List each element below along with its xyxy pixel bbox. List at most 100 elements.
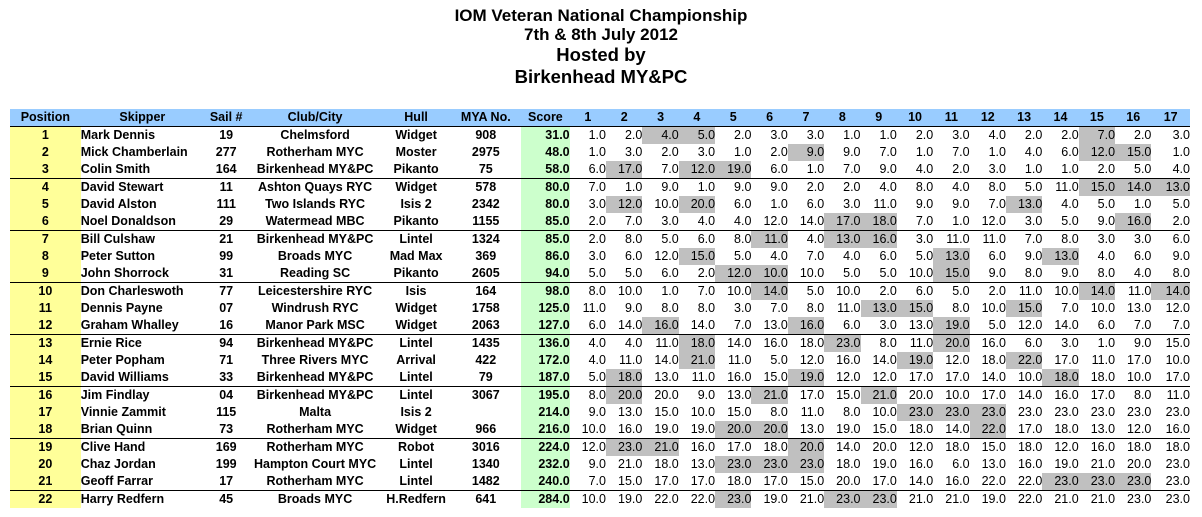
race-score-cell: 5.0: [588, 266, 606, 280]
column-header: 4: [678, 109, 716, 127]
race-score-cell: 12.0: [763, 214, 788, 228]
club-cell: Birkenhead MY&PC: [248, 386, 382, 404]
race-score-cell: 5.0: [879, 266, 897, 280]
discarded-race-score-cell: 23.0: [787, 456, 825, 473]
club-cell: Broads MYC: [248, 490, 382, 508]
race-score-cell: 11.0: [800, 405, 825, 419]
discarded-race-score-cell: 10.0: [751, 265, 788, 283]
race-score-cell: 9.0: [1024, 249, 1043, 263]
race-score-cell: 18.0: [1115, 438, 1152, 456]
discarded-race-score-cell: 16.0: [787, 317, 825, 335]
race-score-cell: 7.0: [1005, 230, 1043, 248]
race-score-cell: 11.0: [1115, 282, 1152, 300]
race-score-cell: 19.0: [690, 422, 716, 436]
race-score-cell: 13.0: [981, 457, 1006, 471]
hull-cell: Widget: [395, 318, 437, 332]
table-row: 15 David Williams 33 Birkenhead MY&PC Lintel…: [10, 369, 1190, 387]
header-row: Position Skipper Sail # Club/City Hull MYA No…: [10, 109, 1190, 127]
race-score-cell: 12.0: [569, 438, 606, 456]
race-score-cell: 13.0: [799, 422, 825, 436]
race-score-cell: 2.0: [606, 126, 643, 144]
mya-number-cell: 2975: [471, 145, 500, 159]
position-cell: 16: [10, 386, 81, 404]
hull-cell: H.Redfern: [381, 490, 451, 508]
race-score-cell: 7.0: [879, 145, 897, 159]
score-cell: 172.0: [521, 352, 570, 369]
sail-number-cell: 115: [216, 405, 237, 419]
race-score-cell: 5.0: [787, 282, 825, 300]
race-score-cell: 5.0: [988, 318, 1006, 332]
hull-cell: Mad Max: [389, 249, 443, 263]
race-score-cell: 2.0: [1097, 162, 1116, 176]
column-header: MYA No.: [450, 109, 522, 127]
race-score-cell: 10.0: [908, 266, 934, 280]
race-score-cell: 7.0: [678, 282, 716, 300]
sail-number-cell: 17: [219, 474, 234, 488]
discarded-race-score-cell: 20.0: [606, 386, 643, 404]
discarded-race-score-cell: 16.0: [1115, 213, 1152, 231]
discarded-race-score-cell: 21.0: [642, 438, 679, 456]
position-cell: 9: [10, 265, 81, 283]
race-score-cell: 16.0: [678, 438, 716, 456]
race-score-cell: 2.0: [1115, 126, 1152, 144]
mya-number-cell: 75: [478, 162, 493, 176]
race-score-cell: 10.0: [581, 422, 606, 436]
race-score-cell: 13.0: [715, 386, 752, 404]
club-cell: Birkenhead MY&PC: [248, 230, 382, 248]
hull-cell: Lintel: [381, 230, 451, 248]
discarded-race-score-cell: 4.0: [642, 126, 679, 144]
race-score-cell: 11.0: [618, 353, 643, 367]
race-score-cell: 23.0: [1127, 405, 1152, 419]
race-score-cell: 10.0: [1017, 370, 1043, 384]
race-score-cell: 11.0: [642, 334, 679, 352]
discarded-race-score-cell: 23.0: [715, 456, 752, 473]
race-score-cell: 2.0: [1172, 214, 1190, 228]
mya-number-cell: 2063: [471, 318, 500, 332]
race-score-cell: 5.0: [843, 266, 861, 280]
race-score-cell: 11.0: [837, 301, 861, 315]
discarded-race-score-cell: 14.0: [1151, 282, 1190, 300]
position-cell: 15: [10, 369, 81, 387]
race-score-cell: 19.0: [751, 490, 788, 508]
mya-number-cell: 79: [478, 370, 493, 384]
discarded-race-score-cell: 14.0: [751, 282, 788, 300]
race-score-cell: 1.0: [770, 197, 788, 211]
table-row: 17 Vinnie Zammit 115 Malta Isis 2 214.0 9.0 13.…: [10, 404, 1190, 421]
table-row: 16 Jim Findlay 04 Birkenhead MY&PC Lintel 306…: [10, 386, 1190, 404]
sail-number-cell: 71: [219, 353, 234, 367]
table-row: 5 David Alston 111 Two Islands RYC Isis 2 234…: [10, 196, 1190, 213]
sail-number-cell: 164: [215, 162, 237, 176]
race-score-cell: 16.0: [618, 422, 643, 436]
discarded-race-score-cell: 19.0: [715, 161, 752, 179]
column-header: Hull: [381, 109, 451, 127]
club-cell: Manor Park MSC: [265, 318, 365, 332]
mya-number-cell: 641: [450, 490, 522, 508]
discarded-race-score-cell: 18.0: [678, 334, 716, 352]
position-cell: 10: [10, 282, 81, 300]
discarded-race-score-cell: 13.0: [1151, 178, 1190, 196]
race-score-cell: 7.0: [806, 249, 825, 263]
score-cell: 195.0: [521, 386, 570, 404]
race-score-cell: 10.0: [715, 282, 752, 300]
club-cell: Rotherham MYC: [248, 438, 382, 456]
club-cell: Leicestershire RYC: [248, 282, 382, 300]
race-score-cell: 1.0: [642, 282, 679, 300]
race-score-cell: 12.0: [872, 370, 897, 384]
table-row: 22 Harry Redfern 45 Broads MYC H.Redfern 641 2…: [10, 490, 1190, 508]
race-score-cell: 7.0: [661, 162, 679, 176]
race-score-cell: 16.0: [1078, 438, 1116, 456]
hull-cell: Lintel: [381, 334, 451, 352]
race-score-cell: 10.0: [1090, 301, 1116, 315]
score-cell: 187.0: [521, 369, 570, 387]
race-score-cell: 5.0: [1172, 197, 1190, 211]
race-score-cell: 1.0: [734, 145, 752, 159]
race-score-cell: 1.0: [806, 162, 825, 176]
discarded-race-score-cell: 20.0: [715, 421, 752, 439]
race-score-cell: 18.0: [908, 422, 934, 436]
position-cell: 4: [10, 178, 81, 196]
discarded-race-score-cell: 18.0: [1042, 369, 1079, 387]
race-score-cell: 17.0: [763, 474, 788, 488]
sail-number-cell: 19: [203, 126, 249, 144]
race-score-cell: 20.0: [860, 438, 897, 456]
race-score-cell: 8.0: [1172, 266, 1190, 280]
